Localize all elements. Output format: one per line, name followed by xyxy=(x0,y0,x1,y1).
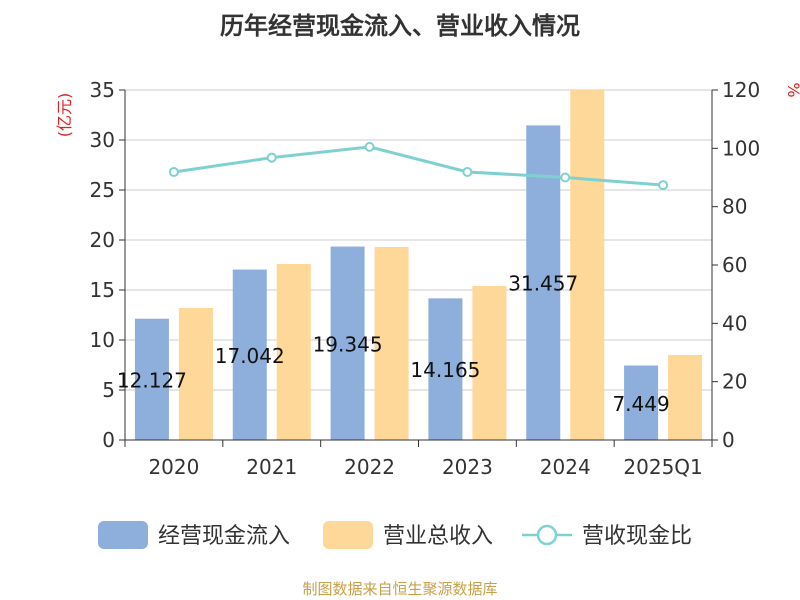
bars xyxy=(134,90,703,441)
left-tick-label: 20 xyxy=(90,228,115,252)
right-tick-label: 20 xyxy=(722,370,747,394)
source-note: 制图数据来自恒生聚源数据库 xyxy=(302,580,498,598)
x-tick-label: 2025Q1 xyxy=(623,455,702,479)
ratio-point xyxy=(658,180,669,191)
cash-inflow-label: 7.449 xyxy=(612,392,669,416)
legend-marker xyxy=(536,524,558,546)
left-tick-label: 0 xyxy=(102,428,115,452)
right-tick-label: 0 xyxy=(722,428,735,452)
revenue-bar xyxy=(668,355,703,440)
ratio-point xyxy=(560,172,571,183)
cash-inflow-bar xyxy=(134,318,169,440)
cash-inflow-bar xyxy=(428,298,463,440)
left-tick-label: 30 xyxy=(90,128,115,152)
right-tick-label: 80 xyxy=(722,195,747,219)
legend-cash-inflow: 经营现金流入 xyxy=(98,521,290,549)
revenue-bar xyxy=(472,286,507,440)
chart-title: 历年经营现金流入、营业收入情况 xyxy=(220,12,580,40)
legend-swatch xyxy=(98,521,148,549)
x-tick-label: 2024 xyxy=(540,455,591,479)
revenue-bar xyxy=(178,308,213,440)
cash-inflow-bar xyxy=(330,246,365,440)
right-tick-label: 120 xyxy=(722,78,760,102)
left-tick-label: 25 xyxy=(90,178,115,202)
grid-lines xyxy=(125,89,712,391)
legend: 经营现金流入 营业总收入 营收现金比 xyxy=(98,521,692,549)
x-tick-label: 2023 xyxy=(442,455,493,479)
legend-label: 营业总收入 xyxy=(383,524,493,549)
x-tick-label: 2020 xyxy=(148,455,199,479)
left-tick-label: 35 xyxy=(90,78,115,102)
axes: 0 5 10 15 20 25 30 35 0 20 40 60 80 100 120 (亿元)% 2020 20… xyxy=(55,78,800,479)
revenue-bar xyxy=(374,247,409,440)
left-tick-label: 10 xyxy=(90,328,115,352)
ratio-point xyxy=(168,166,179,177)
ratio-point xyxy=(364,141,375,152)
left-tick-label: 5 xyxy=(102,378,115,402)
ratio-polyline xyxy=(173,145,664,187)
legend-ratio: 营收现金比 xyxy=(522,524,692,549)
right-axis-unit: % xyxy=(784,82,800,97)
revenue-bar xyxy=(570,90,605,440)
legend-swatch xyxy=(323,521,373,549)
right-tick-label: 40 xyxy=(722,311,747,335)
right-tick-label: 100 xyxy=(722,136,760,160)
ratio-line xyxy=(168,141,669,191)
right-tick-label: 60 xyxy=(722,253,747,277)
cash-inflow-label: 12.127 xyxy=(117,368,187,392)
ratio-point xyxy=(462,166,473,177)
left-axis-unit: (亿元) xyxy=(55,93,74,138)
cash-inflow-label: 14.165 xyxy=(410,358,480,382)
x-tick-label: 2022 xyxy=(344,455,395,479)
x-tick-label: 2021 xyxy=(246,455,297,479)
cash-inflow-bar xyxy=(624,365,659,440)
cash-inflow-label: 31.457 xyxy=(508,272,578,296)
data-labels: 12.127 17.042 19.345 14.165 31.457 7.449 xyxy=(117,272,670,416)
revenue-bar xyxy=(276,264,311,440)
cash-inflow-bar xyxy=(232,269,267,440)
left-tick-label: 15 xyxy=(90,278,115,302)
legend-revenue: 营业总收入 xyxy=(323,521,493,549)
cash-inflow-label: 17.042 xyxy=(215,344,285,368)
legend-label: 经营现金流入 xyxy=(158,524,290,549)
legend-label: 营收现金比 xyxy=(582,524,692,549)
cash-inflow-label: 19.345 xyxy=(313,332,383,356)
ratio-point xyxy=(266,152,277,163)
